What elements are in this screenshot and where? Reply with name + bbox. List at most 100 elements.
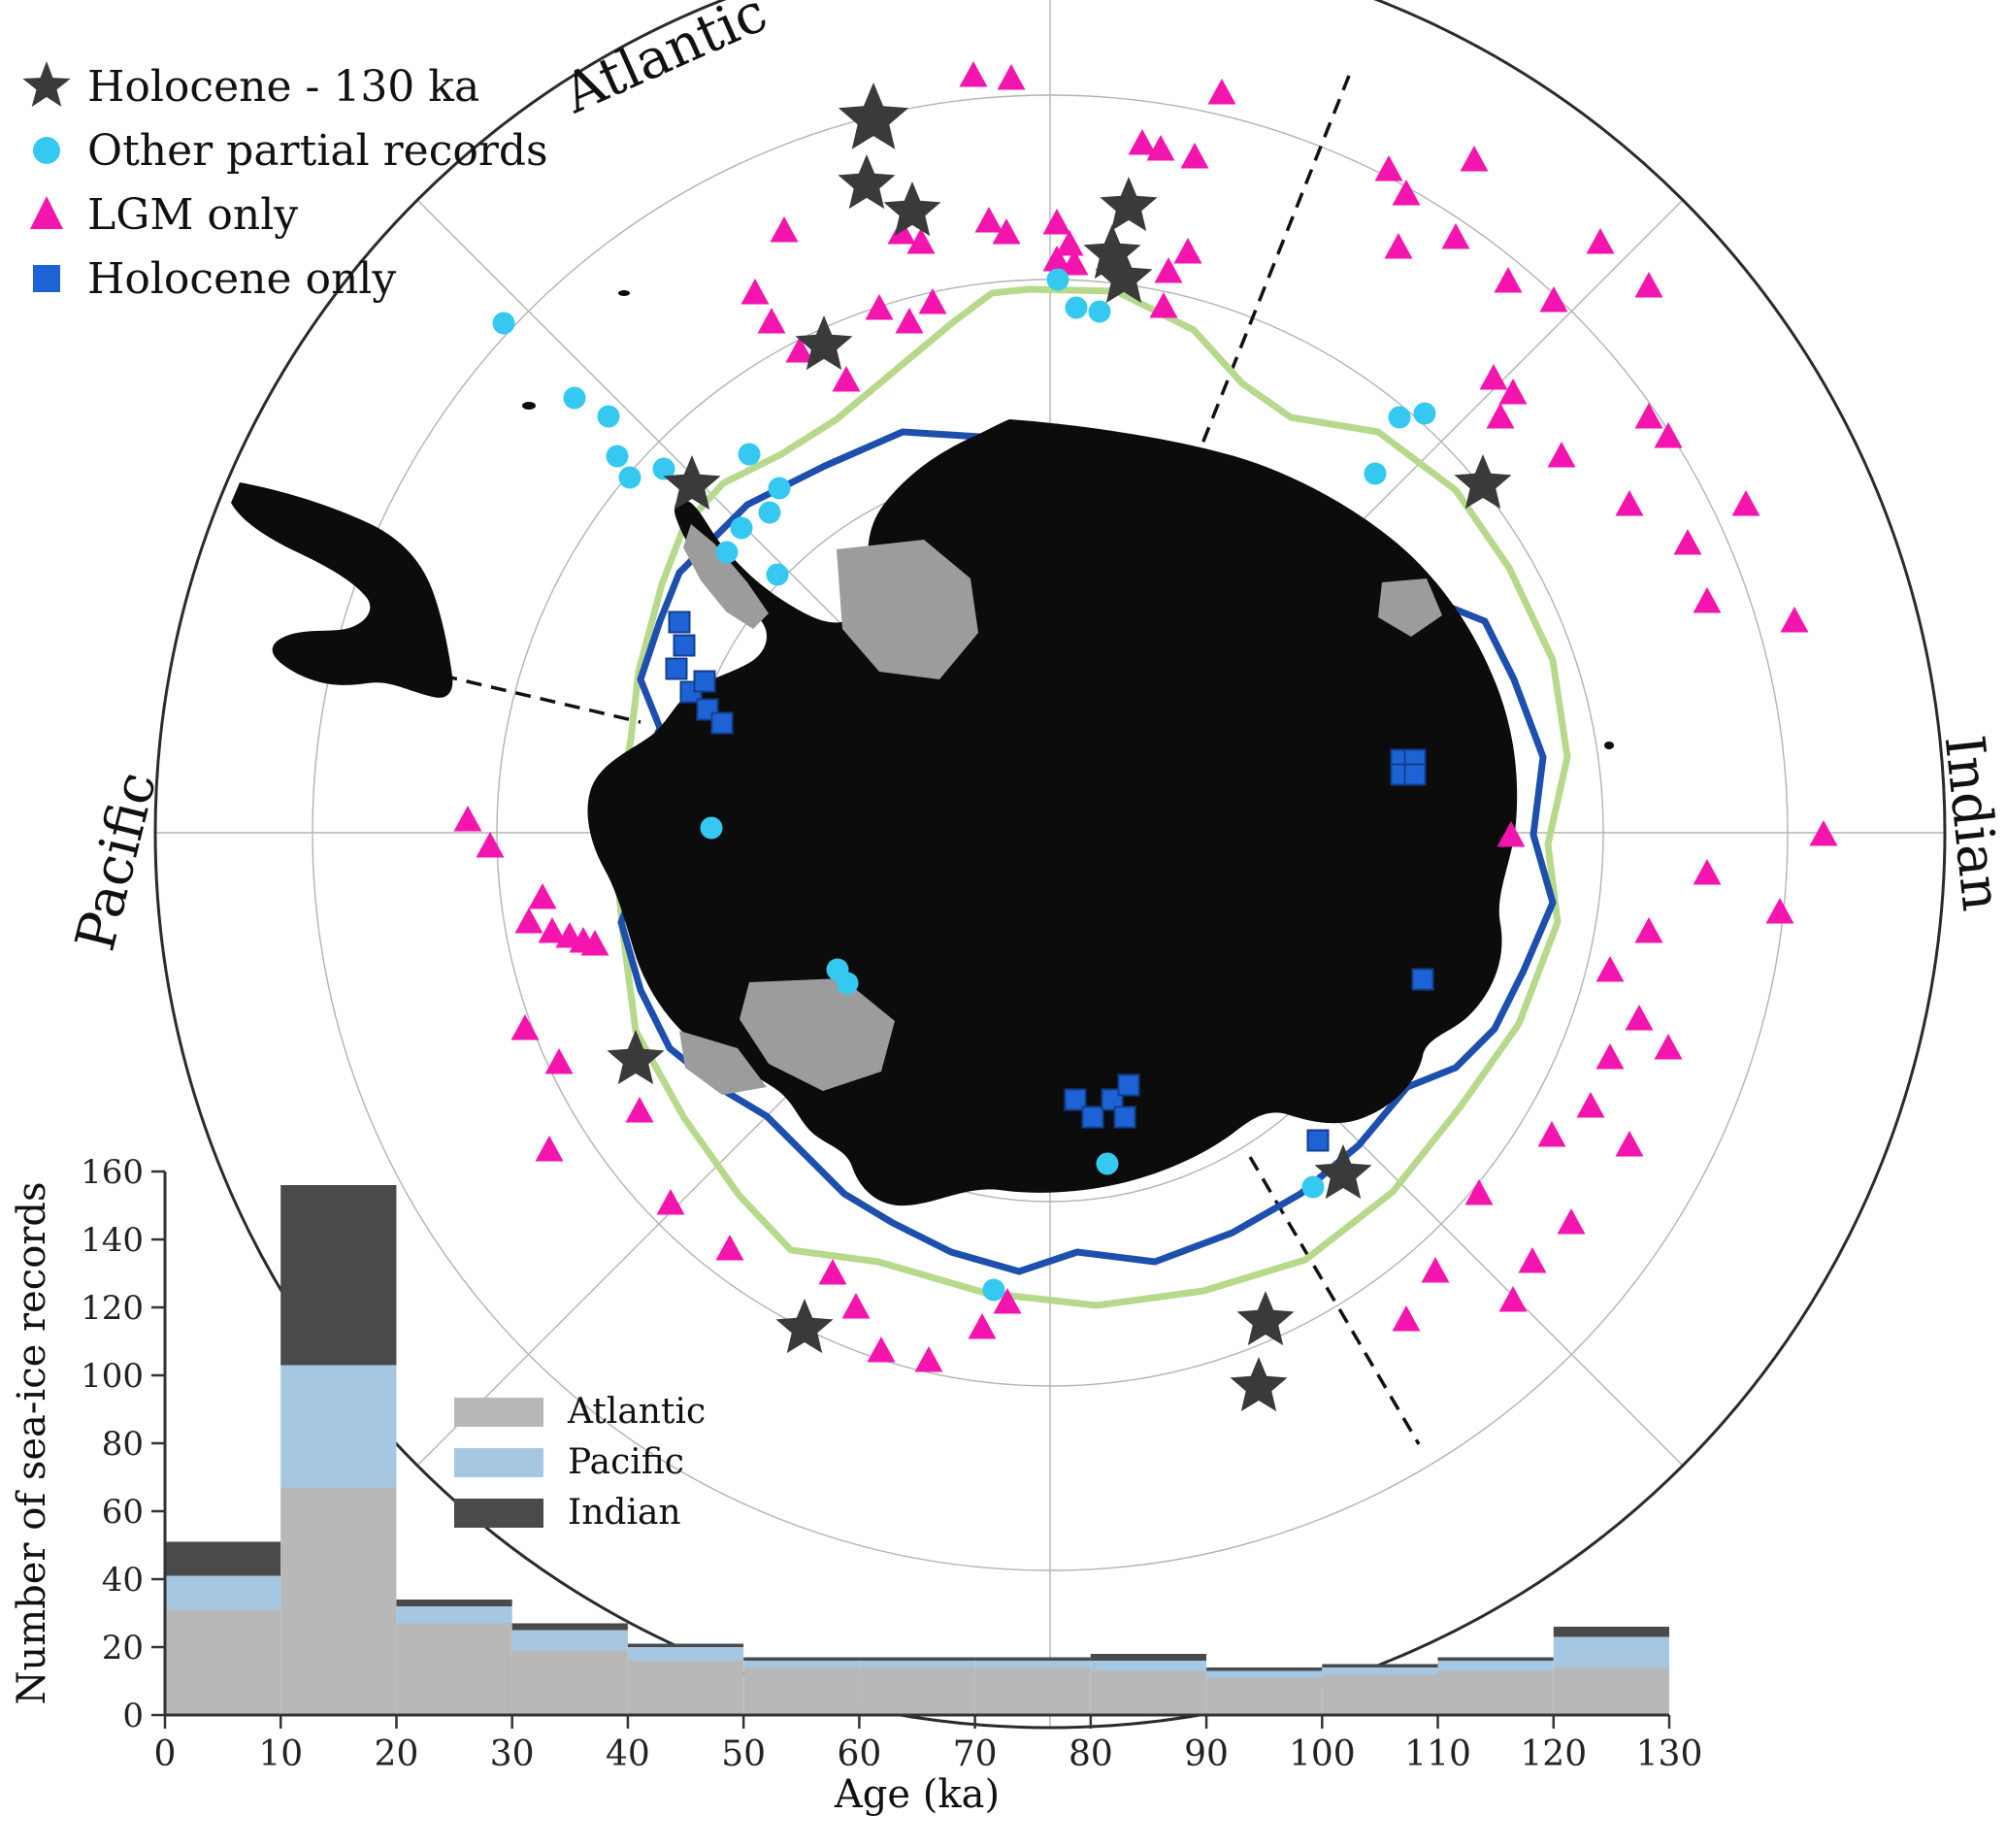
partial-record-circle-marker	[652, 457, 675, 480]
lgm-triangle-marker	[1042, 209, 1071, 235]
chart-xtick-label: 110	[1404, 1734, 1471, 1774]
chart-legend-label-atlantic: Atlantic	[567, 1392, 706, 1432]
chart-yaxis-title: Number of sea-ice records	[10, 1181, 54, 1704]
chart-bar-atlantic-110-120	[1437, 1670, 1554, 1715]
partial-record-circle-marker	[618, 466, 641, 489]
lgm-triangle-marker	[914, 1346, 943, 1372]
chart-ytick-label: 140	[81, 1221, 144, 1260]
partial-record-circle-marker	[1301, 1175, 1325, 1199]
sector-boundary-dashed-line	[1248, 1156, 1421, 1445]
lgm-triangle-marker	[1149, 292, 1178, 318]
lgm-triangle-marker	[1154, 257, 1183, 283]
chart-xtick-label: 10	[258, 1734, 303, 1774]
full-record-star-marker	[883, 182, 941, 237]
chart-bar-atlantic-100-110	[1322, 1674, 1438, 1715]
lgm-triangle-marker	[770, 216, 799, 243]
lgm-triangle-marker	[1494, 267, 1523, 293]
lgm-triangle-marker	[1180, 143, 1209, 169]
holocene-square-marker	[1117, 1073, 1140, 1097]
legend-item-holocene-130ka: Holocene - 130 ka	[17, 54, 548, 118]
lgm-triangle-marker	[1146, 135, 1175, 161]
chart-bar-indian-70-80	[974, 1657, 1091, 1661]
chart-xtick-label: 70	[953, 1734, 998, 1774]
lgm-triangle-marker	[1557, 1208, 1586, 1235]
full-record-star-marker	[1230, 1357, 1288, 1412]
lgm-triangle-marker	[1654, 422, 1683, 448]
lgm-triangle-marker	[580, 930, 609, 956]
chart-ytick-label: 0	[122, 1697, 144, 1735]
lgm-triangle-marker	[785, 337, 814, 363]
south-america-landmass	[231, 482, 453, 698]
lgm-triangle-marker	[1392, 1305, 1421, 1332]
partial-record-circle-marker	[1096, 1152, 1119, 1175]
chart-xaxis-title: Age (ka)	[834, 1772, 1000, 1817]
lgm-triangle-marker	[476, 832, 505, 858]
legend-label: Other partial records	[87, 125, 548, 176]
lgm-triangle-marker	[1464, 1179, 1494, 1205]
chart-bar-pacific-20-30	[396, 1606, 512, 1624]
sector-label-pacific: Pacific	[64, 766, 169, 957]
chart-ytick-label: 80	[102, 1425, 144, 1464]
chart-bar-pacific-40-50	[627, 1647, 744, 1661]
chart-bar-pacific-90-100	[1206, 1670, 1323, 1678]
lgm-triangle-marker	[974, 207, 1003, 233]
chart-bar-atlantic-90-100	[1206, 1677, 1323, 1715]
chart-bar-indian-40-50	[627, 1643, 744, 1647]
lgm-triangle-marker	[1673, 529, 1702, 555]
partial-record-circle-marker	[730, 516, 753, 540]
chart-bar-indian-0-10	[165, 1541, 281, 1576]
lgm-triangle-marker	[1496, 821, 1526, 847]
peninsula-ice-shelf	[683, 524, 769, 629]
holocene-square-marker	[668, 610, 691, 634]
chart-bar-pacific-50-60	[743, 1661, 860, 1667]
lgm-triangle-marker	[1173, 238, 1202, 264]
chart-xtick-label: 20	[375, 1734, 419, 1774]
chart-bar-atlantic-60-70	[859, 1667, 975, 1715]
partial-record-circle-marker	[766, 563, 789, 586]
holocene-square-marker	[1081, 1106, 1104, 1129]
chart-bar-pacific-0-10	[165, 1575, 281, 1610]
lgm-triangle-marker	[1537, 1121, 1566, 1147]
partial-record-circle-marker	[492, 312, 515, 335]
chart-bar-pacific-60-70	[859, 1661, 975, 1667]
chart-bar-atlantic-80-90	[1090, 1670, 1206, 1715]
lgm-triangle-marker	[1586, 228, 1615, 254]
full-record-star-marker	[795, 315, 853, 371]
chart-ytick-label: 60	[102, 1493, 144, 1532]
partial-record-circle-marker	[982, 1278, 1005, 1302]
lgm-triangle-marker	[867, 1336, 896, 1363]
lgm-triangle-marker	[1421, 1257, 1450, 1283]
chart-xtick-label: 130	[1636, 1734, 1703, 1774]
chart-bar-atlantic-70-80	[974, 1667, 1091, 1715]
lgm-triangle-marker	[1498, 379, 1528, 405]
chart-bar-indian-20-30	[396, 1600, 512, 1606]
lgm-triangle-marker	[1634, 403, 1663, 429]
lgm-triangle-marker	[1374, 155, 1403, 182]
lgm-triangle-marker	[1547, 442, 1576, 468]
chart-bar-indian-30-40	[511, 1623, 628, 1631]
lgm-triangle-marker	[1625, 1005, 1654, 1031]
lgm-triangle-marker	[865, 294, 894, 320]
chart-xtick-label: 30	[490, 1734, 535, 1774]
lgm-triangle-marker	[757, 308, 786, 334]
lgm-triangle-marker	[544, 1048, 574, 1074]
lgm-triangle-marker	[1060, 249, 1089, 276]
lgm-triangle-marker	[1384, 233, 1413, 259]
chart-bar-pacific-120-130	[1553, 1636, 1669, 1667]
chart-legend-swatch-indian	[454, 1499, 543, 1528]
partial-record-circle-marker	[606, 445, 629, 468]
chart-legend-swatch-atlantic	[454, 1398, 543, 1427]
lgm-triangle-marker	[1055, 230, 1084, 256]
full-record-star-marker	[1095, 248, 1153, 304]
lgm-triangle-marker	[1128, 129, 1157, 155]
legend-label: Holocene - 130 ka	[87, 61, 480, 112]
holocene-square-marker	[1101, 1088, 1124, 1111]
ross-ice-shelf	[740, 978, 895, 1091]
lgm-triangle-marker	[895, 308, 924, 334]
chart-bar-pacific-110-120	[1437, 1661, 1554, 1671]
lgm-triangle-marker	[1693, 859, 1722, 885]
lgm-triangle-marker	[656, 1189, 685, 1215]
partial-record-circle-marker	[768, 477, 791, 500]
chart-xtick-label: 100	[1289, 1734, 1356, 1774]
